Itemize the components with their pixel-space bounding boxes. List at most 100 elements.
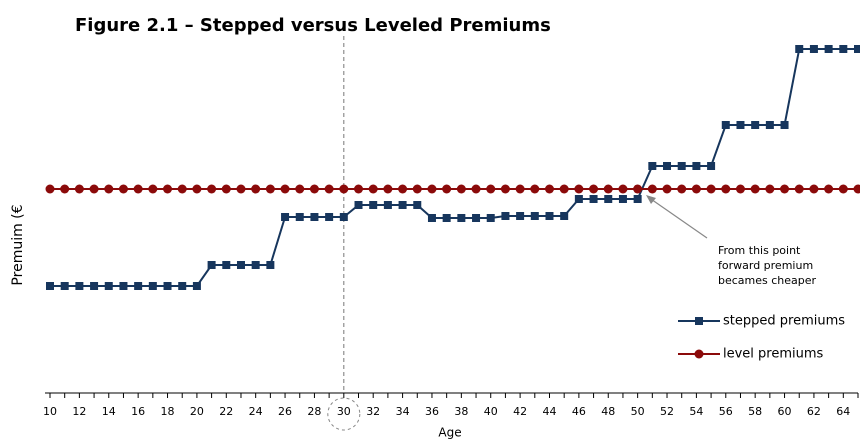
marker: [780, 121, 789, 129]
marker: [456, 184, 466, 194]
marker: [500, 184, 510, 194]
marker: [501, 212, 510, 220]
x-tick-label: 52: [660, 405, 674, 418]
marker: [104, 184, 114, 194]
annotation-arrow: [647, 196, 708, 239]
x-tick-label: 62: [807, 405, 821, 418]
x-tick-label: 56: [719, 405, 733, 418]
annotation: From this point: [718, 244, 801, 257]
x-tick-label: 30: [337, 405, 351, 418]
marker: [89, 184, 99, 194]
marker: [559, 184, 569, 194]
marker: [750, 184, 760, 194]
x-tick-label: 60: [778, 405, 792, 418]
x-tick-label: 48: [601, 405, 615, 418]
marker: [707, 162, 716, 170]
marker: [604, 195, 613, 203]
legend-label: stepped premiums: [723, 314, 845, 329]
marker: [442, 214, 451, 222]
marker: [163, 282, 172, 290]
marker: [545, 212, 554, 220]
marker: [427, 214, 436, 222]
x-tick-label: 44: [542, 405, 556, 418]
x-tick-label: 32: [366, 405, 380, 418]
chart-title: Figure 2.1 – Stepped versus Leveled Prem…: [75, 15, 551, 36]
marker: [530, 212, 539, 220]
marker: [794, 184, 804, 194]
marker: [45, 184, 55, 194]
marker: [236, 184, 246, 194]
marker: [383, 201, 392, 209]
x-tick-label: 18: [161, 405, 175, 418]
marker: [339, 184, 349, 194]
marker: [780, 184, 790, 194]
x-axis-label: Age: [438, 426, 461, 440]
x-tick-label: 16: [131, 405, 145, 418]
marker: [765, 184, 775, 194]
marker: [148, 184, 158, 194]
marker: [118, 184, 128, 194]
marker: [325, 213, 334, 221]
x-tick-label: 38: [454, 405, 468, 418]
marker: [544, 184, 554, 194]
marker: [133, 184, 143, 194]
marker: [677, 184, 687, 194]
marker: [721, 121, 730, 129]
marker: [413, 201, 422, 209]
x-tick-label: 58: [748, 405, 762, 418]
x-tick-label: 22: [219, 405, 233, 418]
marker: [839, 45, 848, 53]
marker: [163, 184, 173, 194]
marker: [706, 184, 716, 194]
marker: [412, 184, 422, 194]
marker: [486, 184, 496, 194]
marker: [589, 184, 599, 194]
marker: [46, 282, 54, 290]
marker: [765, 121, 774, 129]
annotation: becames cheaper: [718, 274, 817, 287]
marker: [647, 184, 657, 194]
marker: [74, 184, 84, 194]
marker: [398, 201, 407, 209]
marker: [574, 195, 583, 203]
x-tick-label: 14: [102, 405, 116, 418]
marker: [633, 184, 643, 194]
marker: [854, 45, 860, 53]
marker: [309, 184, 319, 194]
marker: [663, 162, 672, 170]
marker: [809, 184, 819, 194]
marker: [60, 282, 69, 290]
marker: [207, 184, 217, 194]
marker: [516, 212, 525, 220]
marker: [838, 184, 848, 194]
marker: [442, 184, 452, 194]
marker: [177, 184, 187, 194]
marker: [560, 212, 569, 220]
marker: [339, 213, 348, 221]
marker: [692, 162, 701, 170]
marker: [236, 261, 245, 269]
marker: [295, 213, 304, 221]
marker: [618, 184, 628, 194]
marker: [134, 282, 143, 290]
marker: [354, 184, 364, 194]
x-tick-label: 12: [72, 405, 86, 418]
legend-marker: [694, 349, 704, 359]
x-tick-label: 54: [689, 405, 703, 418]
marker: [251, 261, 260, 269]
x-tick-label: 50: [631, 405, 645, 418]
marker: [472, 214, 481, 222]
marker: [603, 184, 613, 194]
x-tick-label: 42: [513, 405, 527, 418]
marker: [457, 214, 466, 222]
x-tick-label: 10: [43, 405, 57, 418]
marker: [178, 282, 187, 290]
marker: [648, 162, 657, 170]
marker: [721, 184, 731, 194]
marker: [662, 184, 672, 194]
x-tick-label: 24: [249, 405, 263, 418]
marker: [192, 184, 202, 194]
marker: [589, 195, 598, 203]
marker: [736, 121, 745, 129]
marker: [824, 45, 833, 53]
